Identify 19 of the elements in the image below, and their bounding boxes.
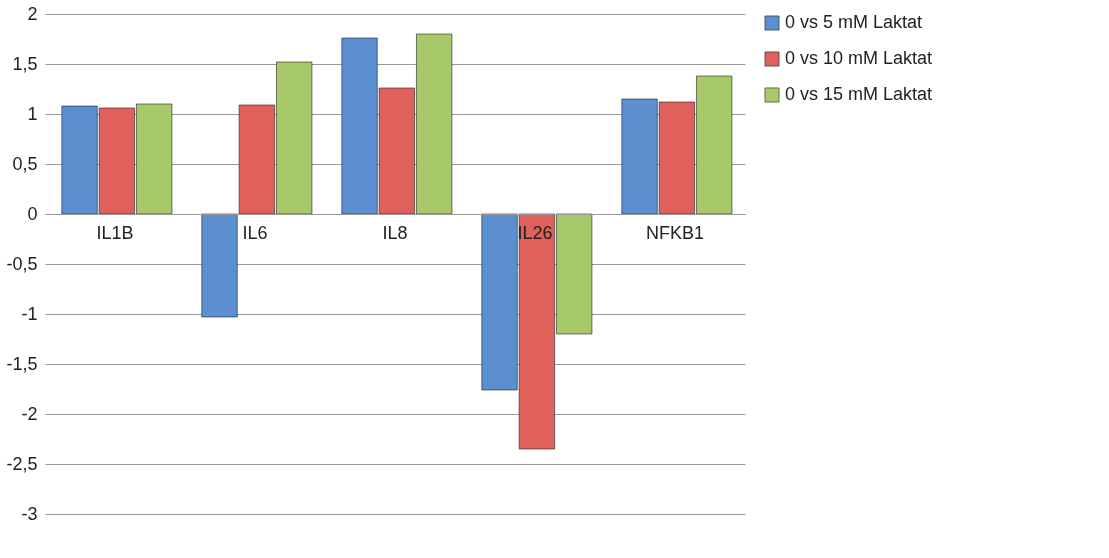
y-tick-label: -1 [21,303,38,324]
legend-label: 0 vs 10 mM Laktat [785,48,933,68]
legend-label: 0 vs 15 mM Laktat [785,84,933,104]
y-tick-label: 1,5 [12,53,38,74]
x-tick-label: IL6 [242,222,268,243]
legend-label: 0 vs 5 mM Laktat [785,12,923,32]
x-tick-label: IL8 [382,222,408,243]
y-tick-label: 0,5 [12,153,38,174]
y-tick-label: -1,5 [6,353,38,374]
y-tick-label: 2 [27,3,38,24]
y-tick-label: 0 [27,203,38,224]
x-tick-label: IL26 [517,222,553,243]
x-tick-label: IL1B [96,222,134,243]
y-tick-label: -2 [21,403,38,424]
x-tick-label: NFKB1 [645,222,705,243]
y-tick-label: -3 [21,503,38,524]
y-tick-label: -2,5 [6,453,38,474]
y-tick-label: 1 [27,103,38,124]
y-tick-label: -0,5 [6,253,38,274]
